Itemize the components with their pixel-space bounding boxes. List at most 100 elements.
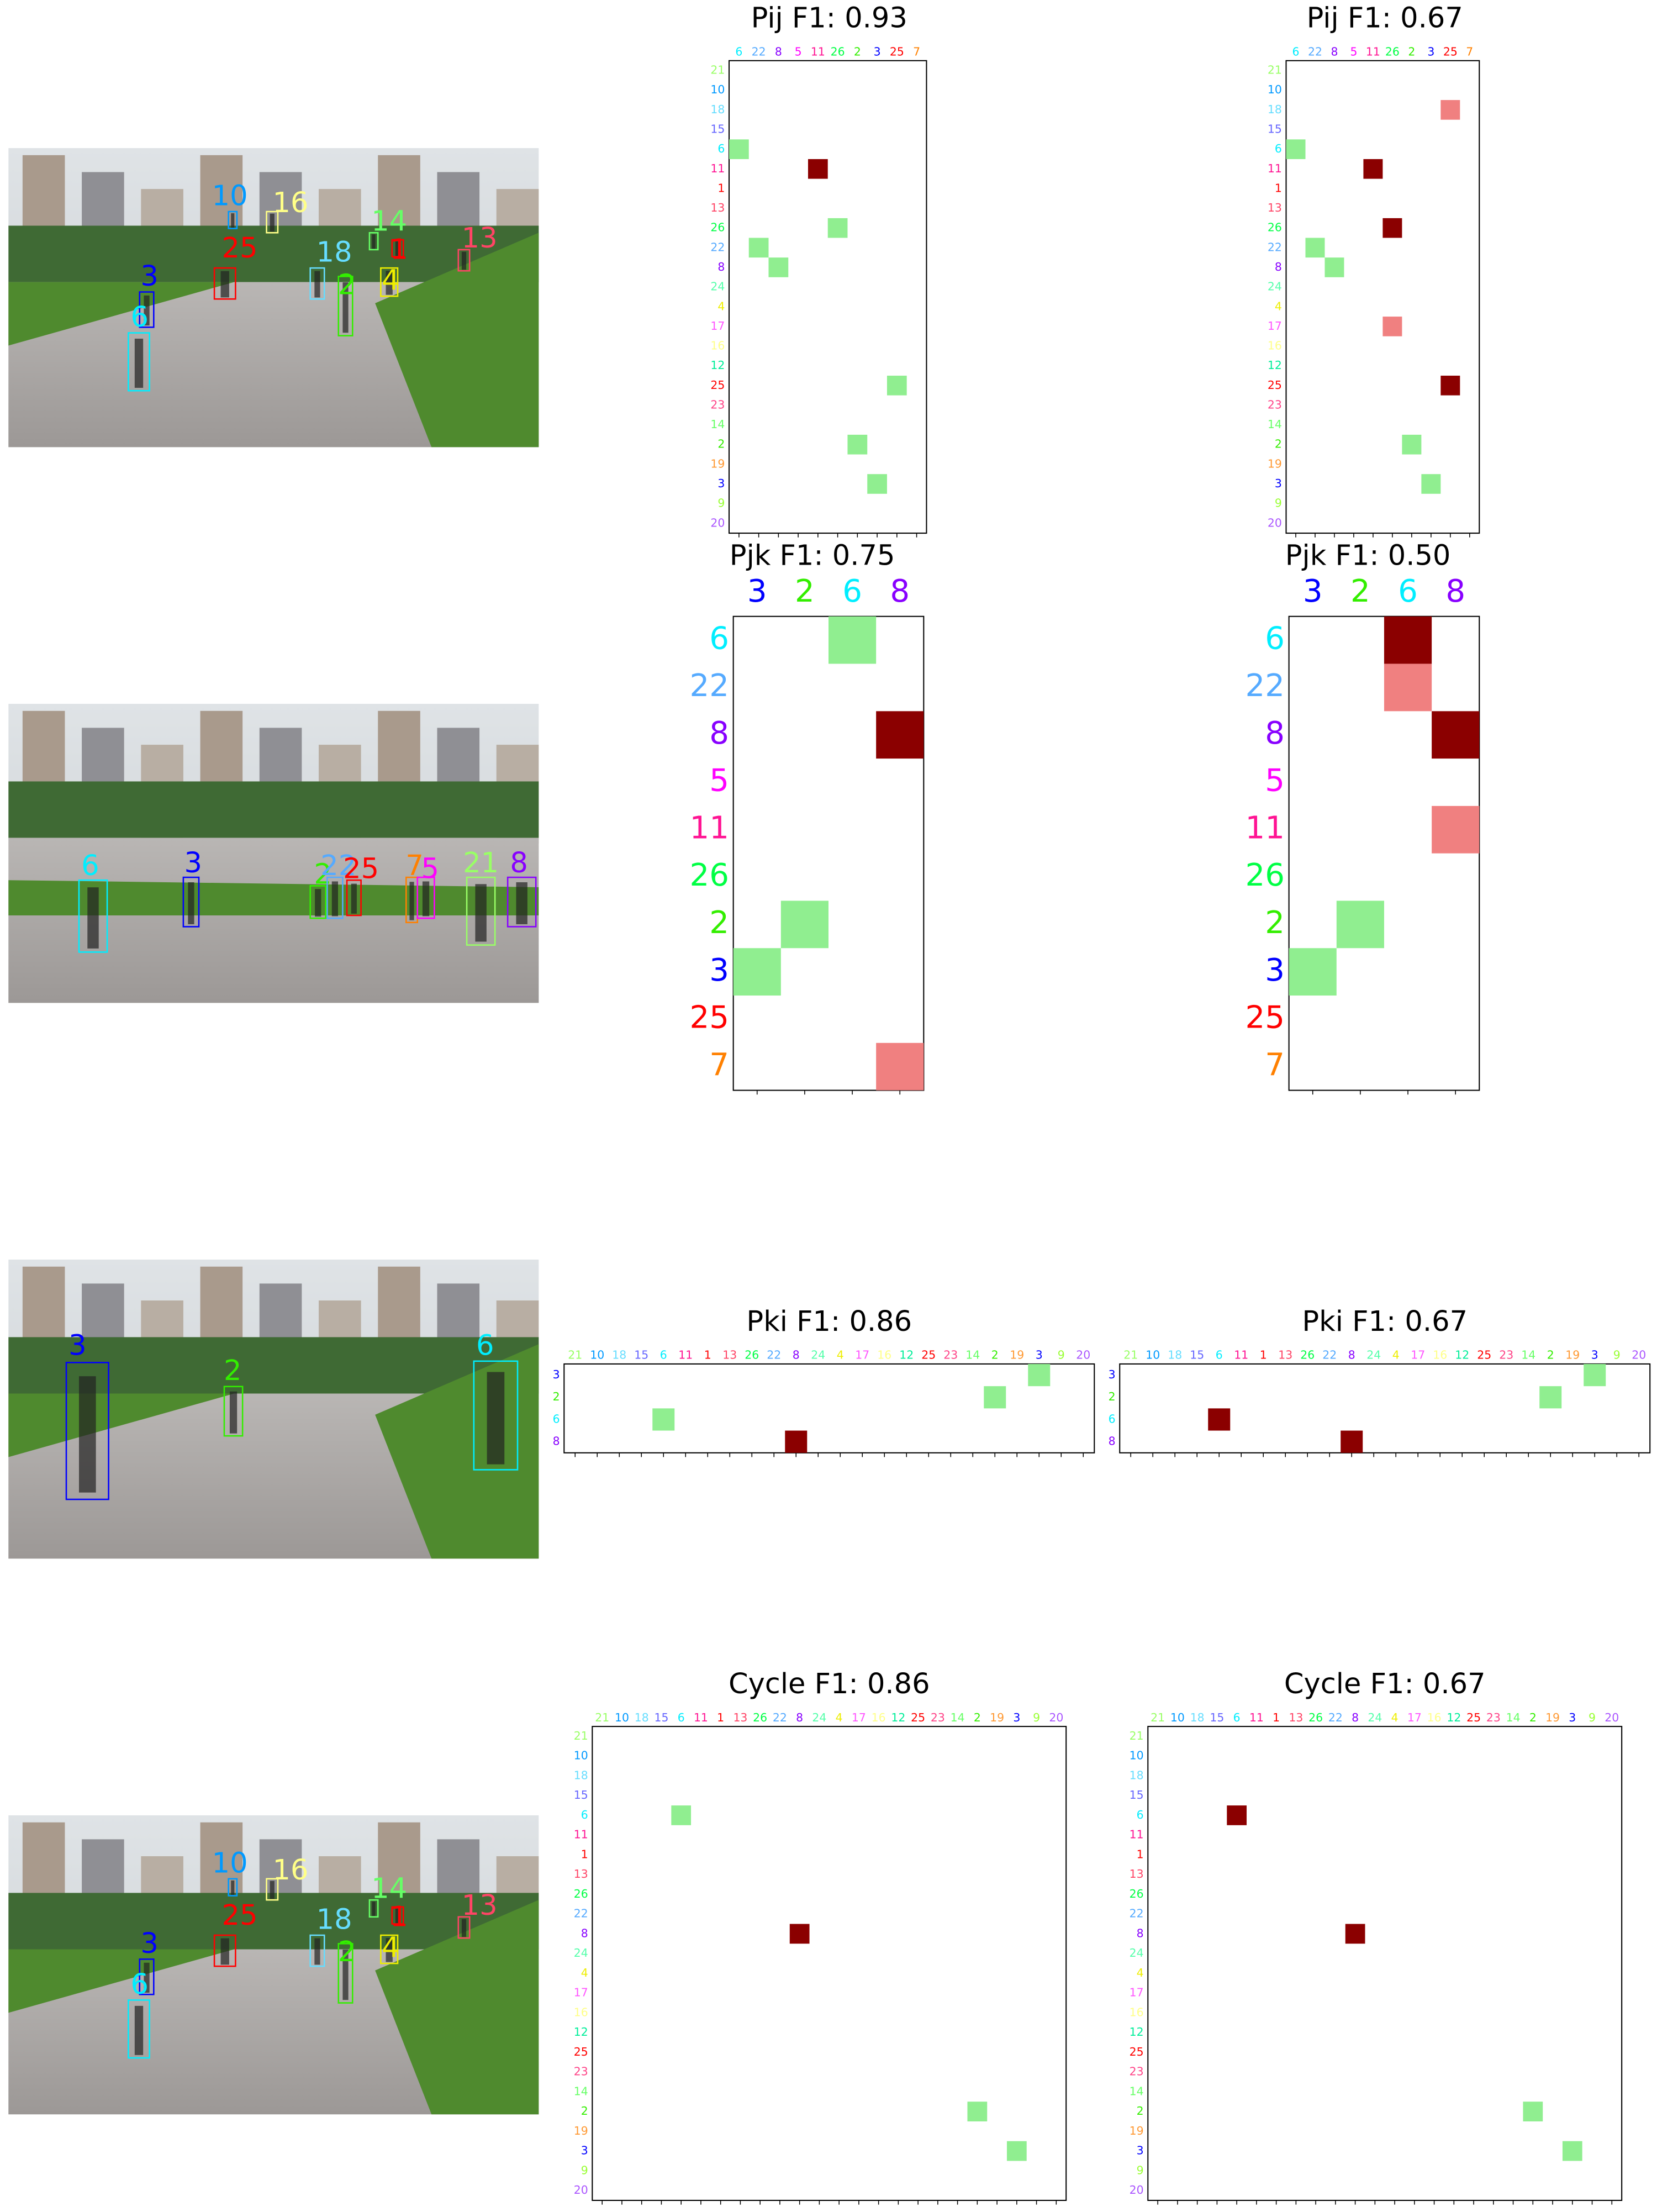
row-label: 1 xyxy=(717,181,725,194)
column-label: 24 xyxy=(1366,1349,1381,1362)
box-label: 2 xyxy=(224,1355,241,1387)
row-label: 16 xyxy=(574,2005,588,2019)
row-label: 26 xyxy=(1268,221,1282,234)
chart-title: Pki F1: 0.86 xyxy=(746,1305,912,1338)
box-label: 3 xyxy=(68,1329,86,1362)
row-label: 25 xyxy=(1245,1000,1284,1036)
photo-lawn xyxy=(8,1900,539,2115)
person xyxy=(516,882,527,924)
photo: 3 6 25 182 41 13 14 10 16 xyxy=(8,148,539,447)
row-label: 1 xyxy=(1137,1847,1144,1861)
box-label: 1 xyxy=(390,1900,408,1933)
column-label: 10 xyxy=(1146,1349,1160,1362)
person-box xyxy=(506,876,537,928)
photo-trees xyxy=(8,781,539,838)
row-label: 22 xyxy=(690,668,729,704)
row-label: 3 xyxy=(581,2144,588,2157)
row-label: 8 xyxy=(581,1926,588,1940)
column-label: 5 xyxy=(1350,45,1357,58)
row-label: 3 xyxy=(709,952,729,988)
column-label: 25 xyxy=(1477,1349,1491,1362)
box-label: 16 xyxy=(272,187,308,219)
column-label: 21 xyxy=(1151,1711,1165,1724)
box-label: 2 xyxy=(314,859,331,891)
row-label: 18 xyxy=(1268,103,1282,116)
row-label: 11 xyxy=(1130,1828,1144,1841)
row-label: 19 xyxy=(710,457,725,470)
column-label: 2 xyxy=(1408,45,1415,58)
box-label: 25 xyxy=(222,1899,258,1932)
column-label: 12 xyxy=(891,1711,905,1724)
box-label: 18 xyxy=(316,1903,352,1936)
person-box xyxy=(78,879,108,953)
box-label: 6 xyxy=(476,1329,494,1362)
column-label: 11 xyxy=(811,45,825,58)
row-label: 6 xyxy=(1137,1808,1144,1821)
chart-title: Cycle F1: 0.67 xyxy=(1284,1668,1486,1700)
column-label: 23 xyxy=(931,1711,945,1724)
column-label: 18 xyxy=(635,1711,649,1724)
row-label: 10 xyxy=(1130,1749,1144,1762)
column-label: 19 xyxy=(1545,1711,1560,1724)
box-label: 10 xyxy=(212,1847,248,1879)
row-label: 3 xyxy=(1275,477,1282,490)
row-label: 25 xyxy=(710,378,725,392)
column-label: 22 xyxy=(1308,45,1322,58)
row-label: 21 xyxy=(574,1729,588,1742)
column-label: 2 xyxy=(795,573,815,609)
row-label: 17 xyxy=(1268,319,1282,333)
column-label: 25 xyxy=(1466,1711,1481,1724)
column-label: 14 xyxy=(965,1349,980,1362)
person xyxy=(134,339,144,388)
column-label: 9 xyxy=(1613,1349,1621,1362)
row-label: 8 xyxy=(717,260,725,273)
person xyxy=(395,1908,400,1924)
person-box xyxy=(326,876,344,919)
row-label: 9 xyxy=(1275,497,1282,510)
person xyxy=(87,887,99,949)
matrix-cell xyxy=(1432,711,1480,759)
column-label: 22 xyxy=(1322,1349,1337,1362)
column-label: 14 xyxy=(1521,1349,1535,1362)
row-label: 18 xyxy=(574,1768,588,1782)
column-label: 17 xyxy=(855,1349,869,1362)
row-label: 26 xyxy=(1130,1887,1144,1900)
row-label: 25 xyxy=(690,1000,729,1036)
row-label: 2 xyxy=(709,905,729,941)
matrix-frame xyxy=(1119,1363,1651,1453)
row-label: 12 xyxy=(710,359,725,372)
column-label: 26 xyxy=(1300,1349,1315,1362)
matrix-cell xyxy=(780,900,828,949)
column-label: 19 xyxy=(1010,1349,1024,1362)
person xyxy=(78,1376,96,1493)
row-label: 20 xyxy=(574,2183,588,2197)
column-label: 8 xyxy=(1352,1711,1359,1724)
column-label: 1 xyxy=(704,1349,711,1362)
chart-title: Pjk F1: 0.50 xyxy=(1285,540,1451,572)
person-box xyxy=(473,1360,519,1471)
column-label: 16 xyxy=(1427,1711,1442,1724)
person-box xyxy=(213,267,236,300)
matrix-cell xyxy=(886,375,907,396)
box-label: 13 xyxy=(462,222,498,255)
row-label: 14 xyxy=(1130,2084,1144,2098)
row-label: 12 xyxy=(1268,359,1282,372)
row-label: 3 xyxy=(717,477,725,490)
column-label: 10 xyxy=(615,1711,629,1724)
column-label: 8 xyxy=(775,45,782,58)
column-label: 17 xyxy=(1407,1711,1422,1724)
matrix-cell xyxy=(1562,2141,1582,2161)
person xyxy=(134,2005,144,2055)
column-label: 24 xyxy=(812,1711,826,1724)
matrix-cell xyxy=(1402,434,1422,455)
column-label: 19 xyxy=(990,1711,1004,1724)
row-label: 24 xyxy=(574,1946,588,1960)
row-label: 19 xyxy=(574,2124,588,2137)
column-label: 3 xyxy=(1303,573,1323,609)
box-label: 18 xyxy=(316,236,352,269)
person xyxy=(270,1881,275,1899)
box-label: 4 xyxy=(382,1932,399,1965)
person-box xyxy=(128,1999,150,2059)
